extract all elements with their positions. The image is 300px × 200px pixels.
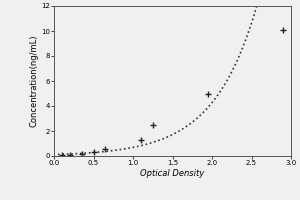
X-axis label: Optical Density: Optical Density xyxy=(140,169,205,178)
Y-axis label: Concentration(ng/mL): Concentration(ng/mL) xyxy=(29,35,38,127)
